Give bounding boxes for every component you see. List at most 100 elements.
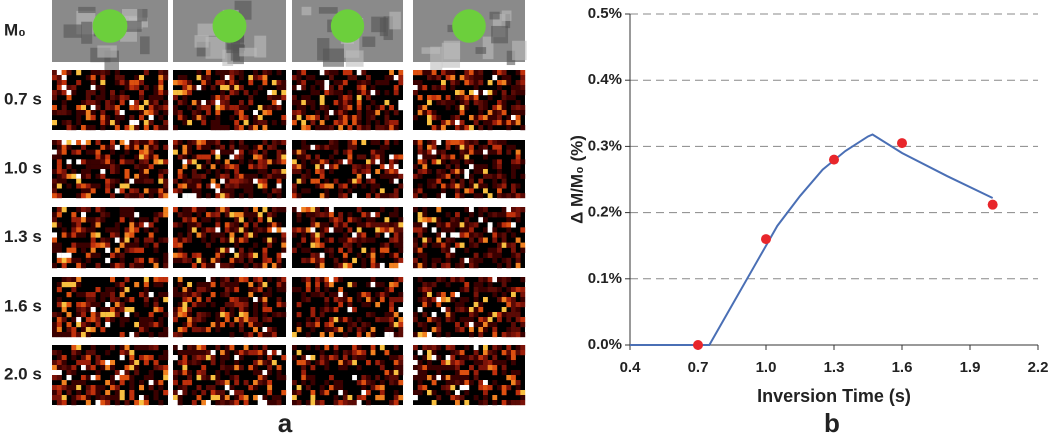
- heatmap-pixel: [163, 312, 169, 318]
- heatmap-pixel: [205, 227, 211, 233]
- heatmap-pixel: [455, 277, 460, 283]
- heatmap-pixel: [234, 80, 240, 86]
- heatmap-pixel: [238, 173, 244, 179]
- heatmap-pixel: [366, 312, 371, 318]
- heatmap-pixel: [366, 360, 371, 366]
- heatmap-pixel: [215, 80, 221, 86]
- heatmap-pixel: [445, 385, 451, 391]
- heatmap-pixel: [459, 360, 465, 366]
- heatmap-pixel: [81, 140, 87, 146]
- heatmap-pixel: [229, 90, 235, 96]
- heatmap-pixel: [253, 164, 258, 170]
- heatmap-pixel: [110, 169, 116, 175]
- heatmap-pixel: [478, 169, 484, 175]
- heatmap-pixel: [329, 385, 334, 391]
- heatmap-pixel: [393, 395, 399, 401]
- heatmap-pixel: [196, 317, 202, 323]
- heatmap-pixel: [153, 188, 159, 194]
- heatmap-pixel: [389, 125, 394, 131]
- heatmap-pixel: [497, 312, 502, 318]
- heatmap-pixel: [417, 262, 423, 269]
- heatmap-pixel: [224, 188, 230, 194]
- heatmap-pixel: [134, 125, 140, 131]
- heatmap-pixel: [253, 125, 258, 131]
- heatmap-pixel: [243, 232, 249, 238]
- heatmap-pixel: [248, 183, 254, 189]
- anatomy-texture: [205, 36, 226, 59]
- heatmap-pixel: [459, 149, 465, 155]
- heatmap-pixel: [173, 242, 178, 248]
- heatmap-pixel: [370, 140, 376, 146]
- heatmap-pixel: [85, 365, 91, 371]
- heatmap-pixel: [389, 375, 394, 381]
- heatmap-pixel: [370, 277, 376, 283]
- heatmap-pixel: [315, 287, 320, 293]
- heatmap-pixel: [492, 237, 498, 243]
- heatmap-pixel: [417, 247, 423, 253]
- heatmap-pixel: [450, 85, 456, 91]
- heatmap-pixel: [114, 385, 120, 391]
- heatmap-pixel: [431, 95, 437, 101]
- heatmap-pixel: [187, 282, 193, 288]
- heatmap-pixel: [361, 350, 367, 356]
- heatmap-pixel: [215, 380, 221, 386]
- heatmap-pixel: [347, 115, 353, 121]
- heatmap-pixel: [257, 183, 263, 189]
- heatmap-pixel: [511, 252, 516, 259]
- heatmap-pixel: [238, 212, 244, 218]
- heatmap-pixel: [379, 395, 385, 401]
- heatmap-pixel: [224, 237, 230, 243]
- heatmap-pixel: [196, 173, 202, 179]
- heatmap-pixel: [238, 257, 244, 264]
- heatmap-pixel: [305, 355, 311, 361]
- heatmap-pixel: [370, 345, 376, 351]
- heatmap-pixel: [56, 327, 62, 333]
- heatmap-pixel: [445, 70, 451, 76]
- heatmap-pixel: [305, 125, 311, 131]
- heatmap-pixel: [501, 80, 507, 86]
- heatmap-pixel: [478, 125, 484, 131]
- heatmap-pixel: [191, 302, 197, 308]
- heatmap-pixel: [85, 217, 91, 223]
- heatmap-pixel: [506, 75, 512, 81]
- heatmap-pixel: [158, 380, 164, 386]
- heatmap-pixel: [229, 297, 235, 303]
- heatmap-pixel: [205, 110, 211, 116]
- heatmap-pixel: [229, 332, 235, 338]
- heatmap-pixel: [417, 149, 423, 155]
- heatmap-pixel: [267, 217, 273, 223]
- heatmap-pixel: [492, 183, 498, 189]
- heatmap-pixel: [148, 95, 154, 101]
- heatmap-pixel: [100, 95, 106, 101]
- heatmap-pixel: [389, 355, 394, 361]
- heatmap-pixel: [196, 287, 202, 293]
- heatmap-pixel: [427, 178, 432, 184]
- heatmap-pixel: [124, 277, 130, 283]
- heatmap-pixel: [196, 105, 202, 111]
- heatmap-pixel: [497, 360, 502, 366]
- anatomy-texture: [63, 24, 82, 38]
- heatmap-pixel: [361, 222, 367, 228]
- heatmap-pixel: [305, 375, 311, 381]
- heatmap-pixel: [464, 232, 470, 238]
- heatmap-pixel: [501, 95, 507, 101]
- heatmap-pixel: [366, 292, 371, 298]
- heatmap-pixel: [148, 380, 154, 386]
- heatmap-pixel: [292, 164, 297, 170]
- heatmap-pixel: [436, 292, 442, 298]
- heatmap-pixel: [445, 332, 451, 338]
- heatmap-pixel: [182, 327, 188, 333]
- heatmap-pixel: [143, 120, 149, 126]
- heatmap-pixel: [201, 262, 207, 269]
- heatmap-pixel: [187, 297, 193, 303]
- heatmap-pixel: [375, 169, 381, 175]
- heatmap-pixel: [511, 287, 516, 293]
- heatmap-pixel: [483, 395, 488, 401]
- heatmap-pixel: [182, 159, 188, 165]
- heatmap-pixel: [511, 173, 516, 179]
- heatmap-pixel: [234, 212, 240, 218]
- heatmap-pixel: [114, 390, 120, 396]
- heatmap-pixel: [139, 159, 145, 165]
- heatmap-pixel: [473, 85, 479, 91]
- heatmap-pixel: [215, 312, 221, 318]
